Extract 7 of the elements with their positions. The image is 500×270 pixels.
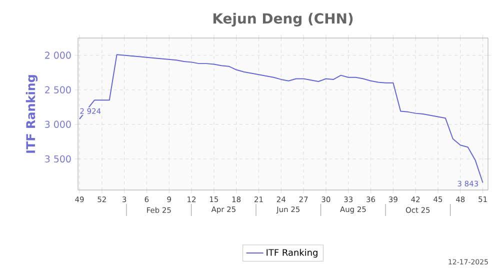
y-tick-label: 2 500: [45, 86, 71, 94]
chart-title: Kejun Deng (CHN): [213, 12, 353, 27]
y-tick-label: 3 000: [45, 120, 71, 128]
y-tick-label: 3 500: [45, 155, 71, 162]
legend-label: ITF Ranking: [266, 248, 318, 258]
y-axis-title: ITF Ranking: [26, 75, 38, 153]
y-tick-label: 2 000: [45, 52, 71, 59]
